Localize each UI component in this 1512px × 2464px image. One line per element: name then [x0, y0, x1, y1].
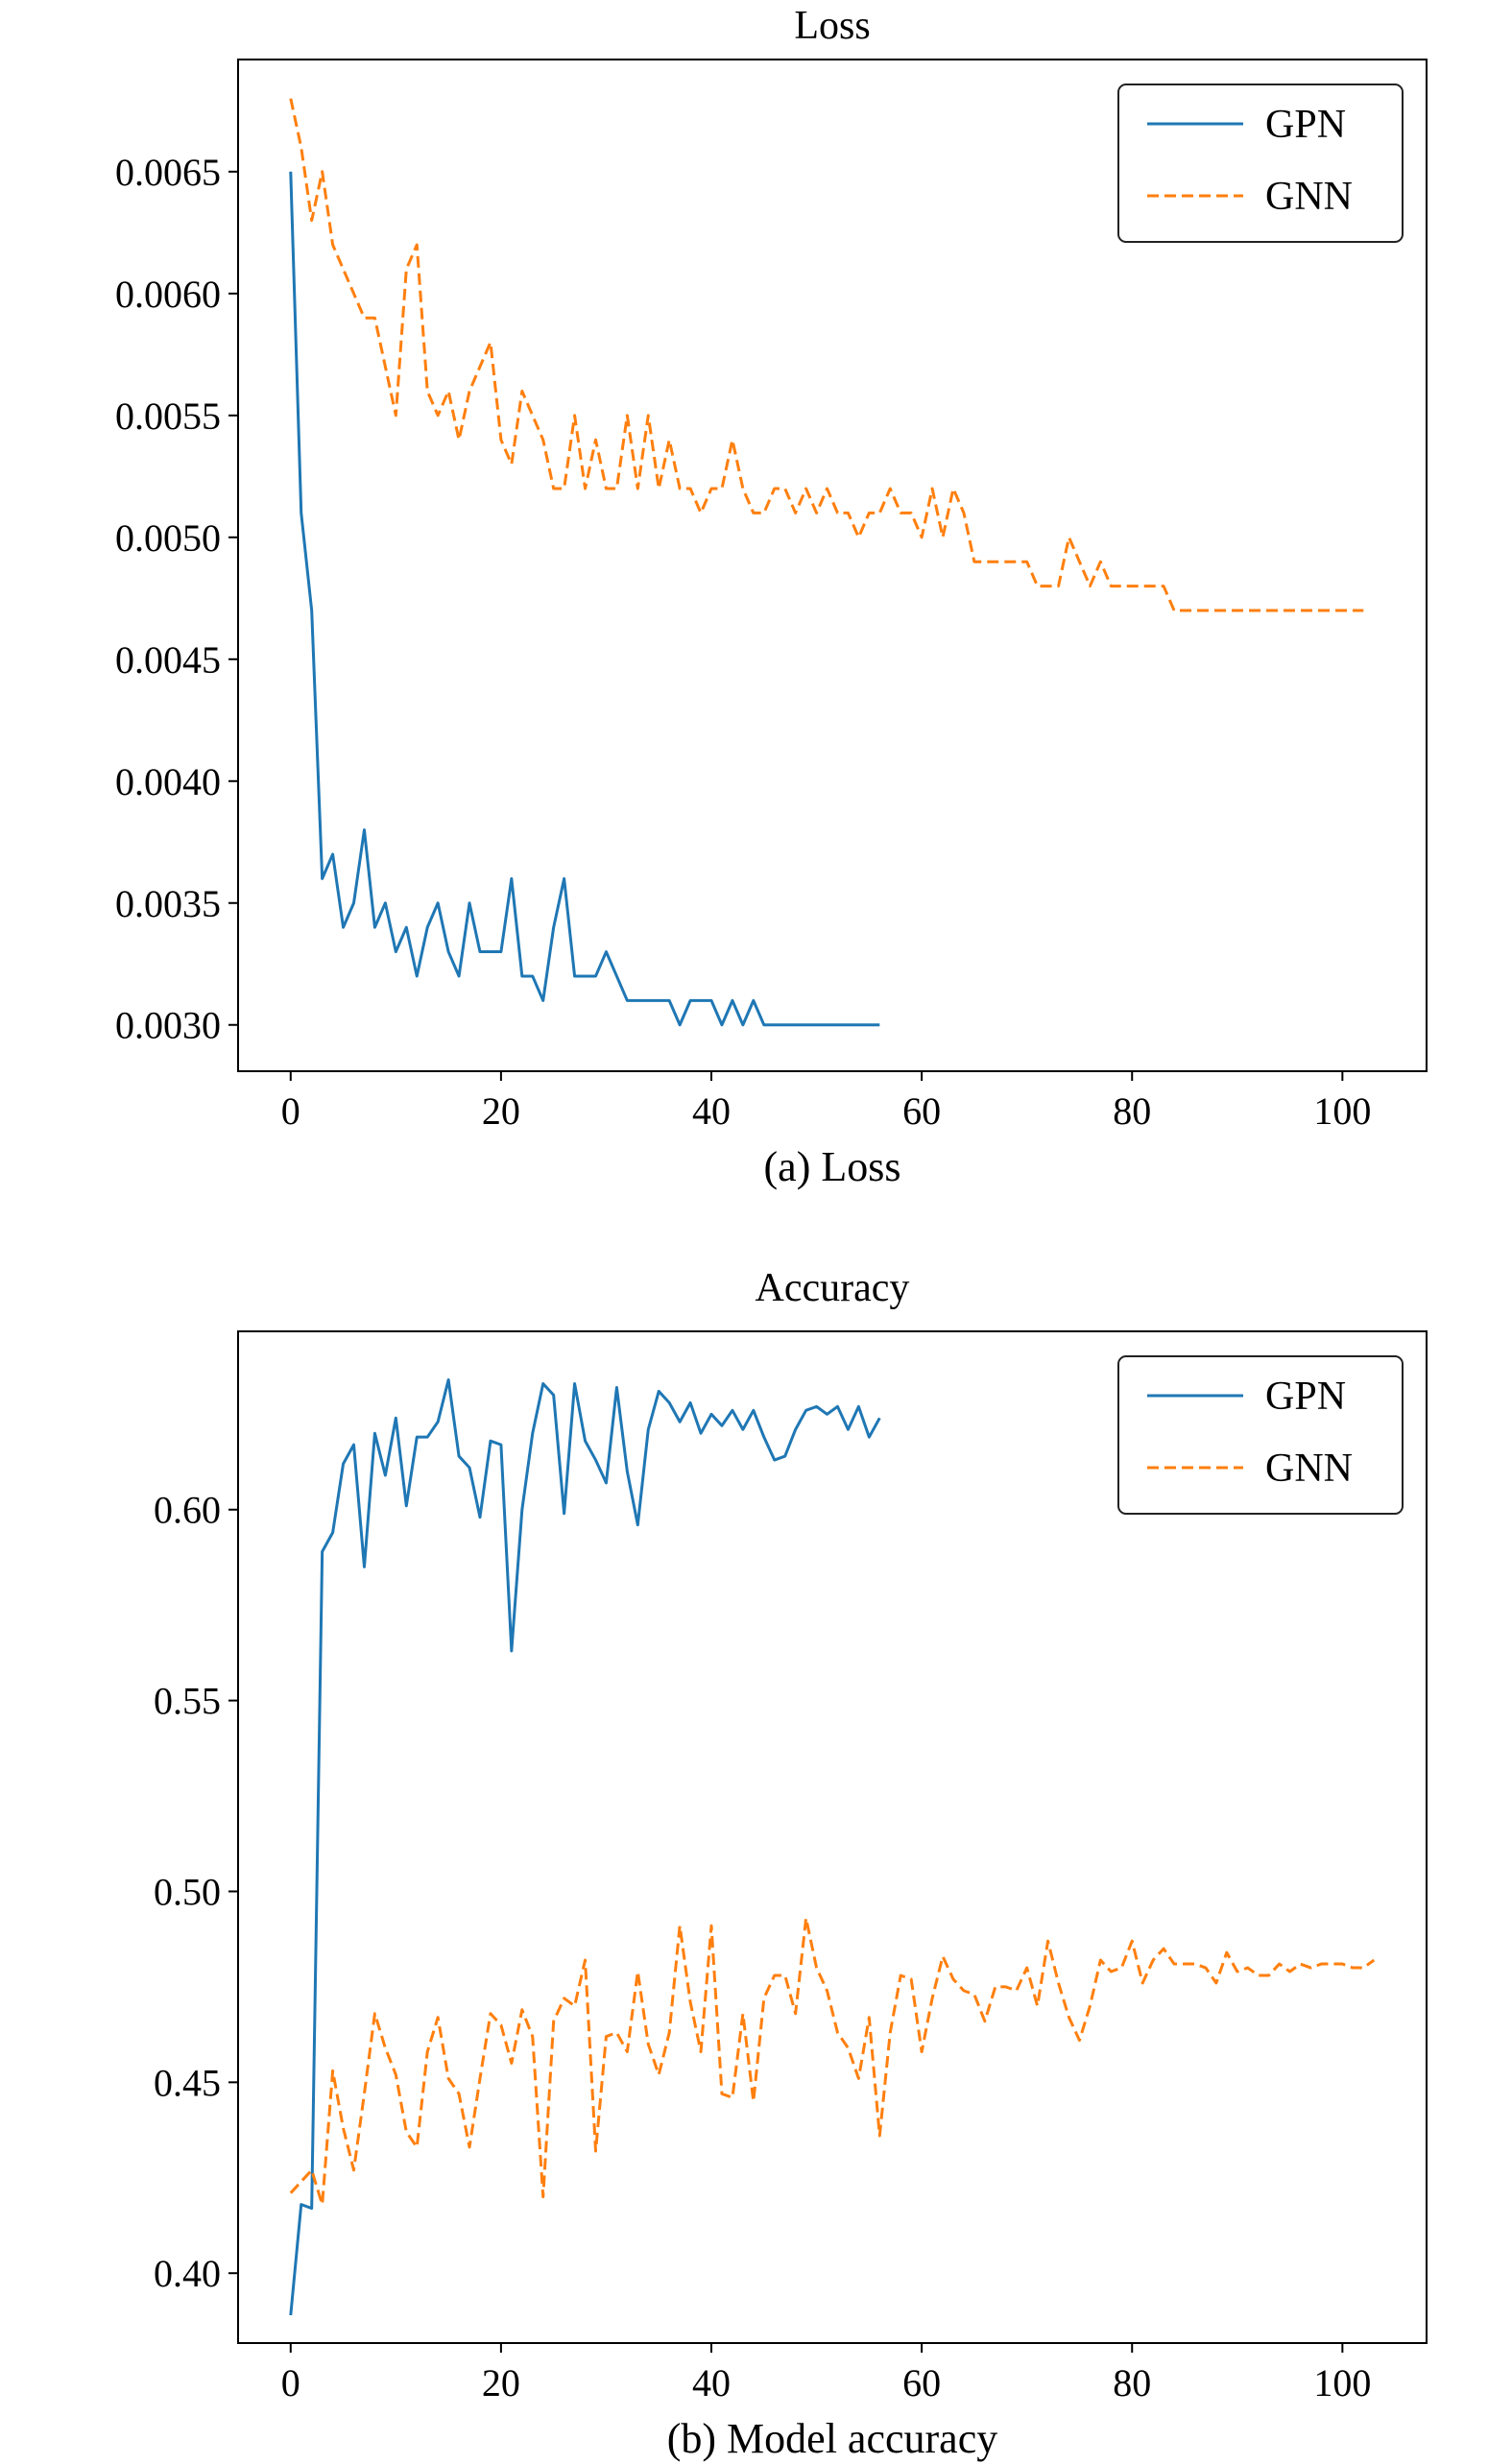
loss-chart-title: Loss	[794, 4, 870, 48]
loss-y-tick-label: 0.0065	[115, 151, 221, 194]
accuracy-plot-frame	[237, 1330, 1428, 2344]
accuracy-series-layer	[289, 1378, 1376, 2316]
loss-series-gpn-line	[289, 171, 880, 1027]
accuracy-y-tick-label: 0.40	[154, 2252, 221, 2295]
loss-series-layer	[289, 98, 1364, 1027]
accuracy-x-tick-label: 20	[482, 2361, 520, 2404]
accuracy-x-tick-label: 0	[281, 2361, 300, 2404]
loss-chart-caption: (a) Loss	[764, 1143, 901, 1190]
loss-y-tick-label: 0.0050	[115, 516, 221, 560]
accuracy-chart: Accuracy 0.40 0.45 0.50 0.55 0.60 0 20 40 60 80 1…	[154, 1266, 1428, 2462]
loss-plot-frame	[237, 59, 1428, 1072]
accuracy-legend-gpn-label: GPN	[1265, 1375, 1346, 1419]
accuracy-y-axis: 0.40 0.45 0.50 0.55 0.60	[154, 1489, 238, 2295]
loss-x-axis: 0 20 40 60 80 100	[281, 1071, 1371, 1133]
loss-legend-gpn-label: GPN	[1265, 103, 1346, 147]
loss-y-axis: 0.0030 0.0035 0.0040 0.0045 0.0050 0.0055 0.00…	[115, 151, 238, 1047]
loss-x-tick-label: 40	[692, 1089, 731, 1133]
accuracy-x-tick-label: 60	[902, 2361, 941, 2404]
accuracy-y-tick-label: 0.50	[154, 1870, 221, 1913]
accuracy-legend-gnn-label: GNN	[1265, 1447, 1353, 1491]
loss-legend-box	[1117, 84, 1404, 243]
loss-y-tick-label: 0.0060	[115, 273, 221, 316]
loss-y-tick-label: 0.0045	[115, 638, 221, 682]
loss-x-tick-label: 20	[482, 1089, 520, 1133]
accuracy-x-tick-label: 100	[1313, 2361, 1371, 2404]
loss-x-tick-label: 100	[1313, 1089, 1371, 1133]
accuracy-series-gpn-line	[289, 1378, 881, 2316]
accuracy-x-axis: 0 20 40 60 80 100	[281, 2343, 1371, 2404]
loss-x-tick-label: 0	[281, 1089, 300, 1133]
loss-y-tick-label: 0.0030	[115, 1004, 221, 1047]
loss-y-tick-label: 0.0035	[115, 882, 221, 925]
accuracy-chart-caption: (b) Model accuracy	[667, 2415, 997, 2462]
loss-x-tick-label: 80	[1113, 1089, 1151, 1133]
accuracy-chart-title: Accuracy	[756, 1266, 910, 1310]
loss-chart: Loss 0.0030 0.0035 0.0040 0.0045 0.0050 0.005…	[115, 4, 1428, 1190]
accuracy-y-tick-label: 0.55	[154, 1680, 221, 1723]
accuracy-legend: GPN GNN	[1117, 1355, 1404, 1515]
loss-legend: GPN GNN	[1117, 84, 1404, 243]
accuracy-legend-box	[1117, 1355, 1404, 1515]
accuracy-y-tick-label: 0.45	[154, 2061, 221, 2104]
loss-y-tick-label: 0.0055	[115, 395, 221, 438]
loss-x-tick-label: 60	[902, 1089, 941, 1133]
accuracy-series-gnn-line	[289, 1916, 1376, 2207]
loss-y-tick-label: 0.0040	[115, 760, 221, 803]
accuracy-y-tick-label: 0.60	[154, 1489, 221, 1532]
accuracy-x-tick-label: 80	[1113, 2361, 1151, 2404]
loss-legend-gnn-label: GNN	[1265, 175, 1353, 219]
loss-series-gnn-line	[289, 98, 1364, 612]
accuracy-x-tick-label: 40	[692, 2361, 731, 2404]
